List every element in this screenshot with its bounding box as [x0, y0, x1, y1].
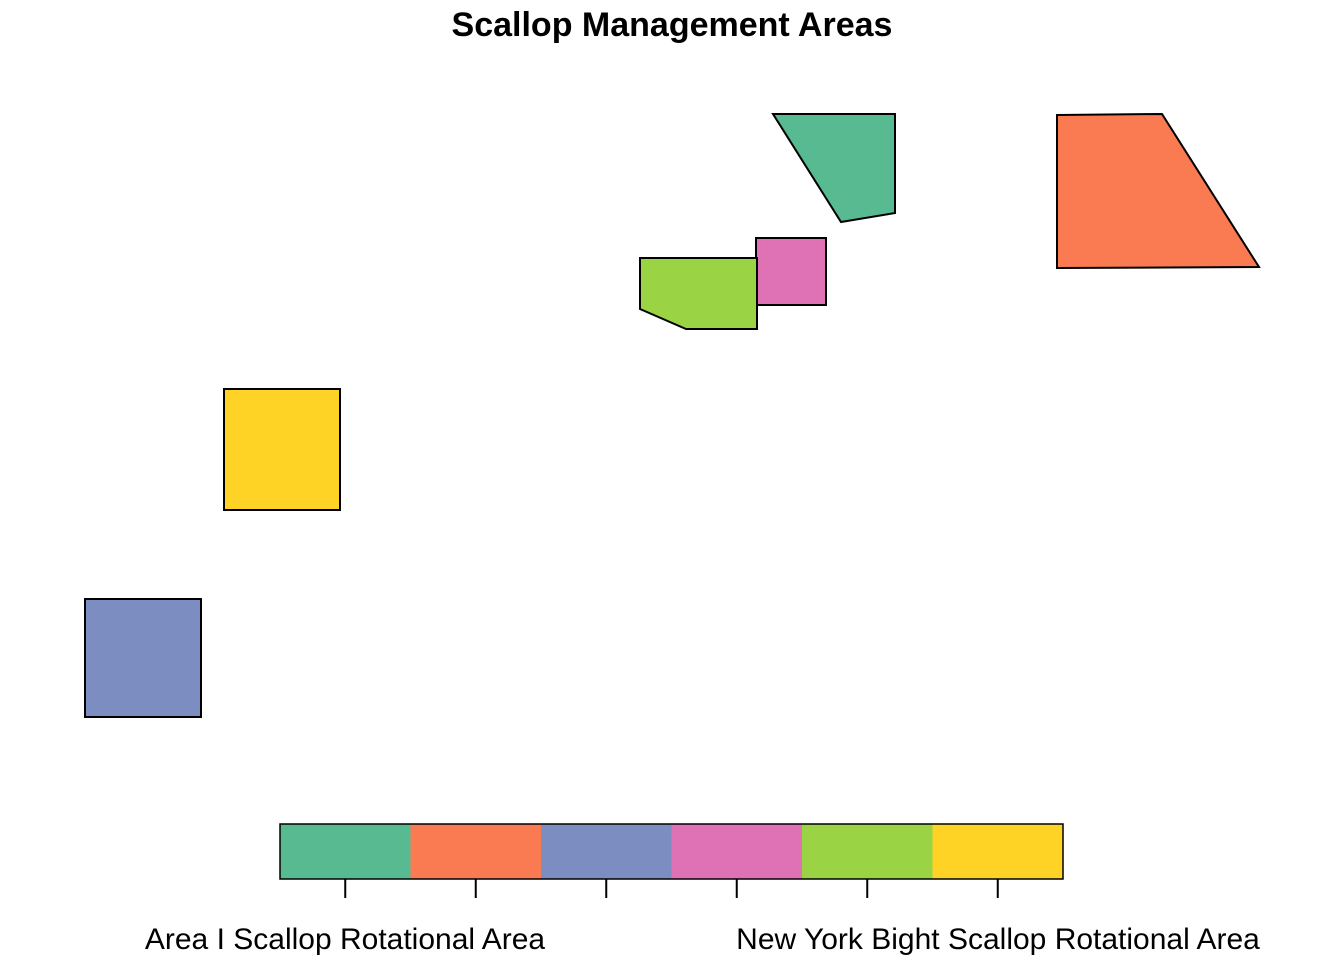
map-title: Scallop Management Areas	[452, 6, 893, 44]
legend-swatches	[280, 824, 1064, 879]
map-polygons	[85, 114, 1259, 717]
legend-swatch-5	[933, 824, 1064, 879]
area-polygon-4	[640, 258, 757, 329]
area-polygon-5	[224, 389, 340, 510]
legend-swatch-4	[802, 824, 933, 879]
legend-swatch-1	[411, 824, 542, 879]
legend-label-first: Area I Scallop Rotational Area	[145, 923, 546, 956]
legend-swatch-2	[541, 824, 672, 879]
area-polygon-3	[756, 238, 826, 305]
area-polygon-0	[773, 114, 895, 222]
area-polygon-2	[85, 599, 201, 717]
legend-swatch-3	[672, 824, 803, 879]
area-polygon-1	[1057, 114, 1259, 268]
legend-ticks	[345, 879, 998, 898]
legend-swatch-0	[280, 824, 411, 879]
legend-label-last: New York Bight Scallop Rotational Area	[736, 923, 1260, 956]
legend: Area I Scallop Rotational Area New York …	[145, 824, 1260, 956]
